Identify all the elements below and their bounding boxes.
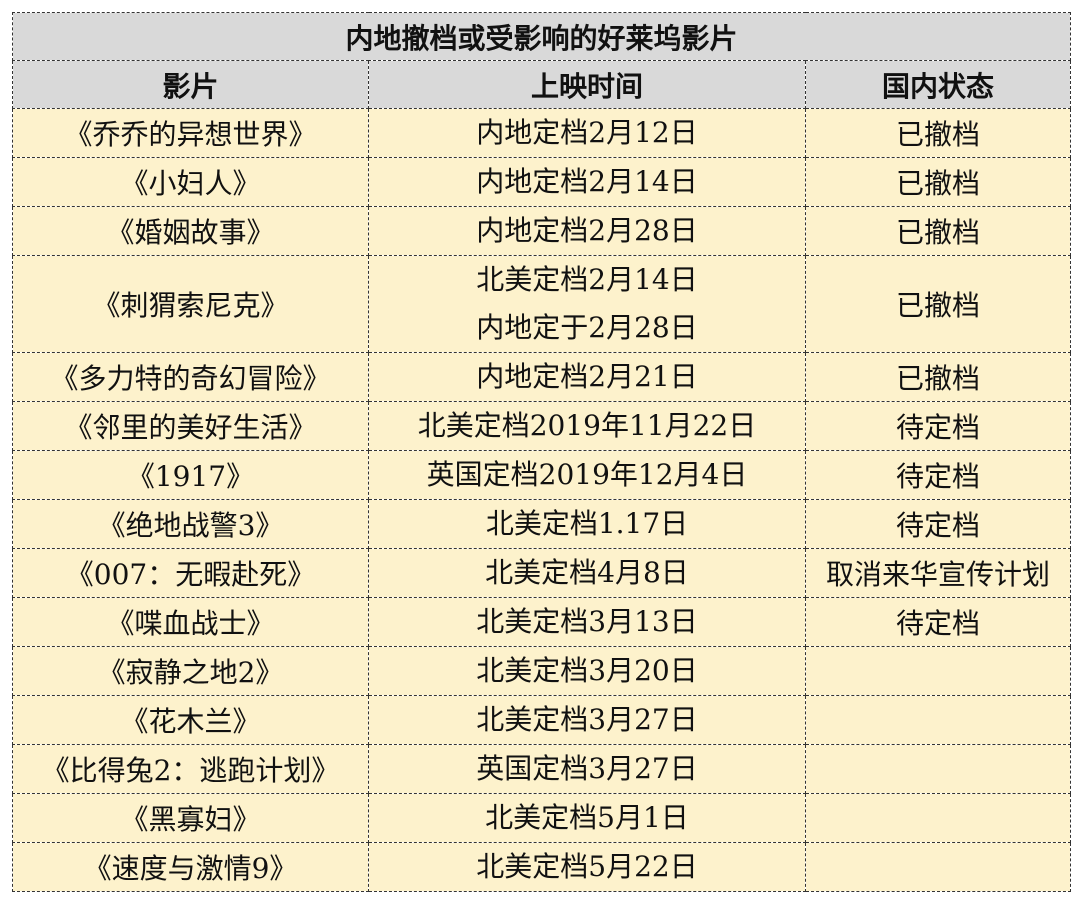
- date-line: 北美定档5月1日: [485, 801, 689, 834]
- data-row: 《多力特的奇幻冒险》 内地定档2月21日 已撤档: [12, 352, 1072, 402]
- data-row: 《花木兰》 北美定档3月27日: [12, 695, 1072, 745]
- header-cell: 影片: [12, 60, 369, 109]
- status-cell: [804, 793, 1072, 843]
- status-cell: 待定档: [804, 499, 1072, 549]
- film-cell: 《婚姻故事》: [12, 206, 369, 256]
- data-row: 《速度与激情9》 北美定档5月22日: [12, 842, 1072, 892]
- date-line: 北美定档2019年11月22日: [417, 409, 757, 442]
- data-row: 《小妇人》 内地定档2月14日 已撤档: [12, 157, 1072, 207]
- date-line: 北美定档3月13日: [476, 605, 698, 638]
- date-cell: 英国定档2019年12月4日: [368, 450, 806, 500]
- date-cell: 内地定档2月21日: [368, 352, 806, 402]
- film-cell: 《邻里的美好生活》: [12, 401, 369, 451]
- date-cell: 内地定档2月28日: [368, 206, 806, 256]
- table-title: 内地撤档或受影响的好莱坞影片: [11, 12, 1072, 61]
- date-line: 内地定档2月12日: [476, 116, 698, 149]
- film-cell: 《寂静之地2》: [12, 646, 369, 696]
- date-cell: 北美定档2019年11月22日: [368, 401, 806, 451]
- date-cell: 北美定档5月1日: [368, 793, 806, 843]
- date-cell: 北美定档3月13日: [368, 597, 806, 647]
- date-line: 北美定档5月22日: [476, 850, 698, 883]
- status-cell: [804, 842, 1072, 892]
- status-cell: [804, 695, 1072, 745]
- status-cell: 已撤档: [804, 352, 1072, 402]
- date-line: 北美定档3月27日: [476, 703, 698, 736]
- film-cell: 《1917》: [12, 450, 369, 500]
- header-cell: 上映时间: [368, 60, 806, 109]
- data-row: 《婚姻故事》 内地定档2月28日 已撤档: [12, 206, 1072, 256]
- date-line: 英国定档3月27日: [476, 752, 698, 785]
- film-cell: 《喋血战士》: [12, 597, 369, 647]
- table-body: 内地撤档或受影响的好莱坞影片 影片 上映时间 国内状态 《乔乔的异想世界》内地定…: [11, 12, 1072, 892]
- data-row: 《绝地战警3》 北美定档1.17日 待定档: [12, 499, 1072, 549]
- date-line: 内地定档2月14日: [476, 165, 698, 198]
- title-row: 内地撤档或受影响的好莱坞影片: [11, 12, 1072, 61]
- data-row: 《乔乔的异想世界》 内地定档2月12日 已撤档: [12, 108, 1072, 158]
- status-cell: 已撤档: [804, 206, 1072, 256]
- status-cell: 待定档: [804, 450, 1072, 500]
- film-cell: 《乔乔的异想世界》: [12, 108, 369, 158]
- film-cell: 《小妇人》: [12, 157, 369, 207]
- data-row: 《1917》 英国定档2019年12月4日 待定档: [12, 450, 1072, 500]
- status-cell: 已撤档: [804, 108, 1072, 158]
- film-cell: 《比得兔2：逃跑计划》: [12, 744, 369, 794]
- date-line: 内地定档2月21日: [476, 360, 698, 393]
- date-line: 北美定档3月20日: [476, 654, 698, 687]
- status-cell: 取消来华宣传计划: [804, 548, 1072, 598]
- status-cell: 已撤档: [804, 157, 1072, 207]
- film-cell: 《花木兰》: [12, 695, 369, 745]
- date-cell: 北美定档1.17日: [368, 499, 806, 549]
- film-cell: 《多力特的奇幻冒险》: [12, 352, 369, 402]
- header-row: 影片 上映时间 国内状态: [12, 60, 1072, 109]
- date-cell: 北美定档3月27日: [368, 695, 806, 745]
- date-line: 内地定于2月28日: [476, 311, 698, 344]
- header-cell: 国内状态: [804, 60, 1072, 109]
- status-cell: 已撤档: [804, 255, 1072, 353]
- date-cell: 北美定档2月14日 内地定于2月28日: [368, 255, 806, 353]
- film-cell: 《007：无暇赴死》: [12, 548, 369, 598]
- date-cell: 北美定档5月22日: [368, 842, 806, 892]
- status-cell: [804, 744, 1072, 794]
- data-row: 《刺猬索尼克》 北美定档2月14日 内地定于2月28日 已撤档: [12, 255, 1072, 353]
- data-row: 《黑寡妇》 北美定档5月1日: [12, 793, 1072, 843]
- date-line: 英国定档2019年12月4日: [426, 458, 748, 491]
- status-cell: [804, 646, 1072, 696]
- film-cell: 《黑寡妇》: [12, 793, 369, 843]
- film-cell: 《绝地战警3》: [12, 499, 369, 549]
- film-cell: 《刺猬索尼克》: [12, 255, 369, 353]
- release-table: 内地撤档或受影响的好莱坞影片 影片 上映时间 国内状态 《乔乔的异想世界》内地定…: [11, 12, 1072, 892]
- status-cell: 待定档: [804, 597, 1072, 647]
- date-cell: 北美定档3月20日: [368, 646, 806, 696]
- film-cell: 《速度与激情9》: [12, 842, 369, 892]
- data-row: 《比得兔2：逃跑计划》 英国定档3月27日: [12, 744, 1072, 794]
- data-row: 《007：无暇赴死》 北美定档4月8日 取消来华宣传计划: [12, 548, 1072, 598]
- date-line: 北美定档1.17日: [485, 507, 689, 540]
- date-cell: 北美定档4月8日: [368, 548, 806, 598]
- date-line: 内地定档2月28日: [476, 214, 698, 247]
- date-cell: 内地定档2月14日: [368, 157, 806, 207]
- date-line: 北美定档2月14日: [476, 263, 698, 296]
- data-row: 《寂静之地2》 北美定档3月20日: [12, 646, 1072, 696]
- date-cell: 内地定档2月12日: [368, 108, 806, 158]
- date-cell: 英国定档3月27日: [368, 744, 806, 794]
- date-line: 北美定档4月8日: [485, 556, 689, 589]
- data-row: 《邻里的美好生活》 北美定档2019年11月22日 待定档: [12, 401, 1072, 451]
- data-row: 《喋血战士》 北美定档3月13日 待定档: [12, 597, 1072, 647]
- status-cell: 待定档: [804, 401, 1072, 451]
